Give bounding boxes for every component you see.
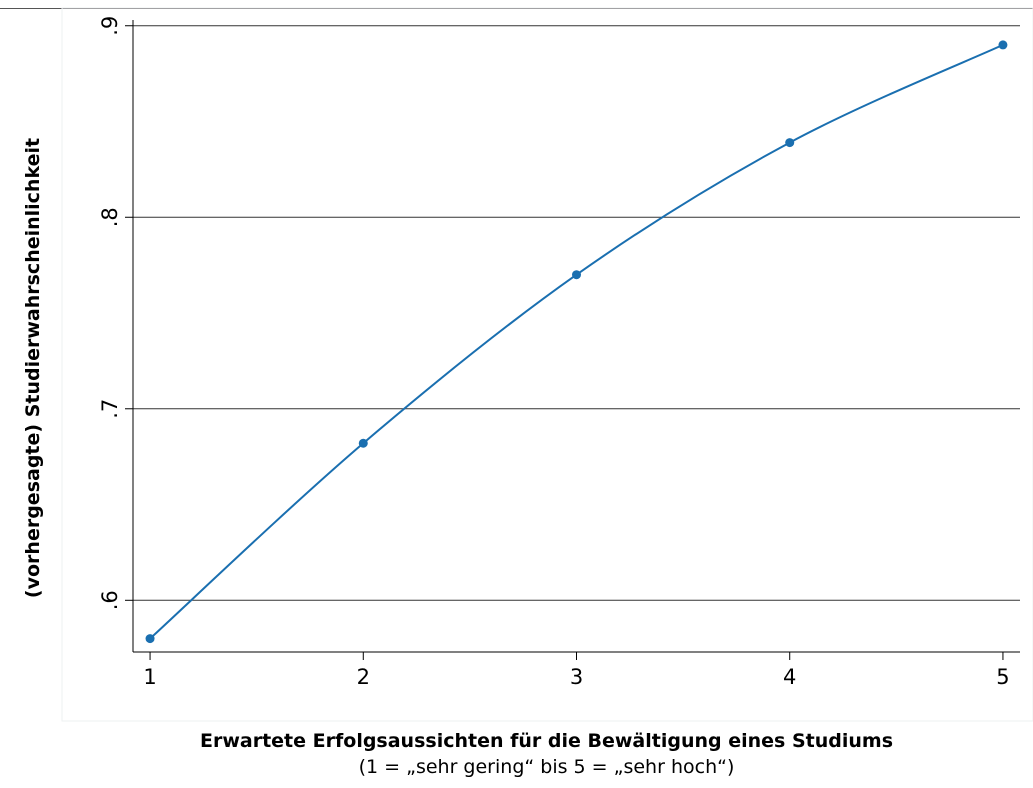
series-line: [149, 43, 1004, 640]
y-axis-label: (vorhergesagte) Studierwahrscheinlichkei…: [22, 137, 44, 599]
y-tick-label: .8: [98, 207, 122, 227]
x-axis-label: Erwartete Erfolgsaussichten für die Bewä…: [200, 730, 893, 752]
series-line-group: [149, 43, 1004, 640]
axes: [125, 20, 1020, 660]
x-tick-label: 1: [143, 665, 156, 689]
x-tick-labels: 1 2 3 4 5: [143, 665, 1009, 689]
data-points: [145, 40, 1008, 644]
data-point: [358, 438, 368, 448]
x-tick-label: 2: [357, 665, 370, 689]
data-point: [998, 40, 1008, 50]
y-tick-label: .7: [98, 399, 122, 419]
data-point: [145, 634, 155, 644]
x-axis-label-block: Erwartete Erfolgsaussichten für die Bewä…: [60, 728, 1033, 780]
x-tick-label: 4: [783, 665, 796, 689]
x-axis-sublabel: (1 = „sehr gering“ bis 5 = „sehr hoch“): [358, 756, 735, 778]
y-tick-label: .6: [98, 590, 122, 610]
data-point: [785, 138, 795, 148]
data-point: [572, 270, 581, 280]
x-tick-label: 3: [570, 665, 583, 689]
x-tick-label: 5: [996, 665, 1009, 689]
plot-region-border: [61, 7, 1033, 722]
y-tick-label: .9: [98, 16, 122, 36]
y-tick-labels: .6 .7 .8 .9: [98, 16, 122, 611]
grid-lines: [133, 25, 1020, 601]
